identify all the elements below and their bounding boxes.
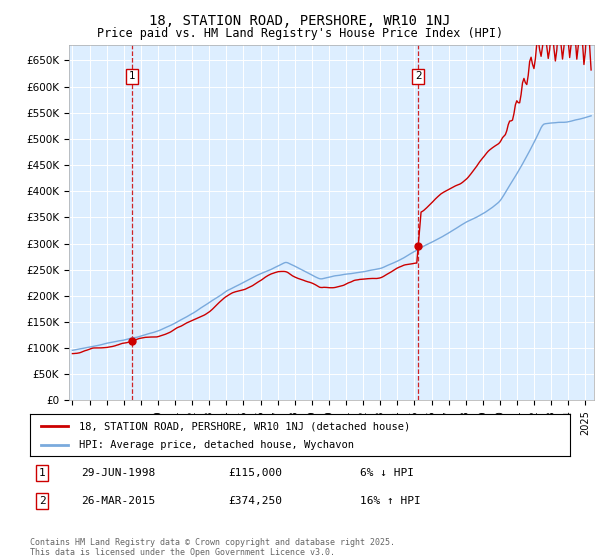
Text: 1: 1 bbox=[38, 468, 46, 478]
Text: 18, STATION ROAD, PERSHORE, WR10 1NJ: 18, STATION ROAD, PERSHORE, WR10 1NJ bbox=[149, 14, 451, 28]
Text: 2: 2 bbox=[415, 71, 422, 81]
Text: £115,000: £115,000 bbox=[228, 468, 282, 478]
Text: 2: 2 bbox=[38, 496, 46, 506]
Text: HPI: Average price, detached house, Wychavon: HPI: Average price, detached house, Wych… bbox=[79, 440, 353, 450]
Text: 6% ↓ HPI: 6% ↓ HPI bbox=[360, 468, 414, 478]
Text: 1: 1 bbox=[129, 71, 136, 81]
Text: Price paid vs. HM Land Registry's House Price Index (HPI): Price paid vs. HM Land Registry's House … bbox=[97, 27, 503, 40]
Text: 16% ↑ HPI: 16% ↑ HPI bbox=[360, 496, 421, 506]
Text: £374,250: £374,250 bbox=[228, 496, 282, 506]
Text: 29-JUN-1998: 29-JUN-1998 bbox=[81, 468, 155, 478]
Text: 26-MAR-2015: 26-MAR-2015 bbox=[81, 496, 155, 506]
Text: 18, STATION ROAD, PERSHORE, WR10 1NJ (detached house): 18, STATION ROAD, PERSHORE, WR10 1NJ (de… bbox=[79, 421, 410, 431]
Text: Contains HM Land Registry data © Crown copyright and database right 2025.
This d: Contains HM Land Registry data © Crown c… bbox=[30, 538, 395, 557]
